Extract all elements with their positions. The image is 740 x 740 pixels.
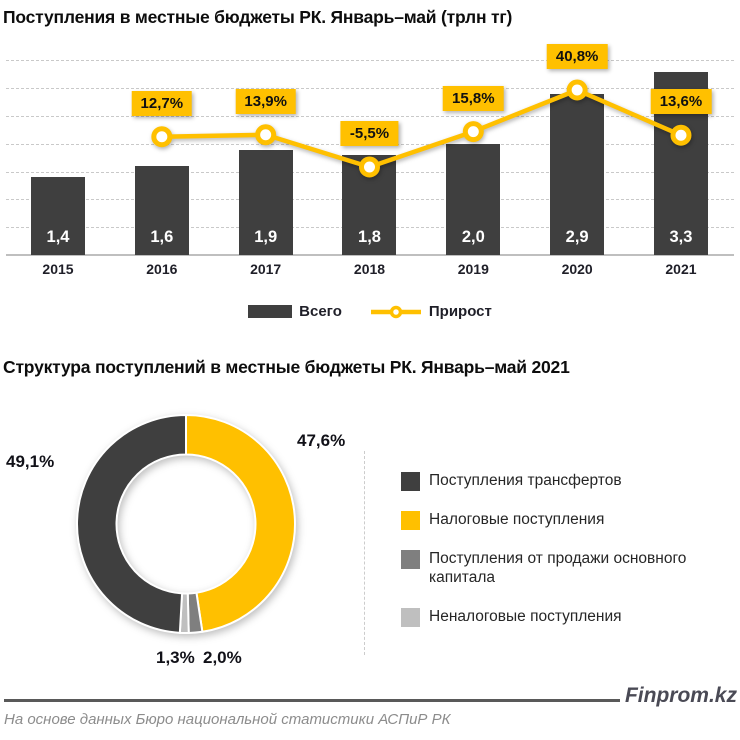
footer-divider bbox=[4, 699, 620, 702]
x-axis-label-2020: 2020 bbox=[561, 261, 593, 277]
growth-data-label: 15,8% bbox=[443, 85, 504, 111]
line-marker bbox=[151, 126, 173, 148]
legend-growth-label: Прирост bbox=[428, 303, 492, 320]
total-bar-swatch bbox=[248, 305, 293, 318]
legend-swatch bbox=[401, 607, 420, 627]
chart2-divider-dashed-line bbox=[364, 451, 365, 655]
bar-2020: 2,9 bbox=[550, 94, 605, 255]
bar-value-label: 2,9 bbox=[565, 227, 589, 246]
line-marker bbox=[462, 121, 484, 143]
growth-data-label: 13,9% bbox=[235, 88, 296, 114]
bar-value-label: 3,3 bbox=[669, 227, 693, 246]
brand-logo: Finprom.kz bbox=[624, 684, 737, 707]
legend-item-growth: Прирост bbox=[370, 303, 492, 320]
legend-swatch bbox=[401, 550, 420, 569]
bar-2017: 1,9 bbox=[238, 149, 293, 255]
growth-line-swatch bbox=[370, 305, 421, 318]
x-axis-label-2021: 2021 bbox=[665, 261, 697, 277]
gridline bbox=[6, 88, 734, 89]
legend-label: Налоговые поступления bbox=[429, 511, 605, 528]
growth-data-label: 12,7% bbox=[131, 90, 193, 116]
x-axis-label-2015: 2015 bbox=[42, 261, 74, 277]
line-marker bbox=[255, 124, 277, 146]
gridline bbox=[6, 116, 734, 117]
x-axis-label-2019: 2019 bbox=[457, 261, 489, 277]
bar-2019: 2,0 bbox=[446, 144, 501, 255]
bar-value-label: 1,4 bbox=[46, 227, 70, 246]
bar-value-label: 1,6 bbox=[150, 227, 174, 246]
chart2-title: Структура поступлений в местные бюджеты … bbox=[3, 357, 570, 377]
legend-label: Поступления от продажи основного капитал… bbox=[429, 550, 687, 586]
legend-item: Поступления от продажи основного капитал… bbox=[401, 550, 731, 588]
bar-value-label: 1,9 bbox=[254, 227, 278, 246]
donut-percent-label: 49,1% bbox=[6, 452, 55, 471]
bar-2016: 1,6 bbox=[134, 166, 189, 255]
legend-item-total: Всего bbox=[248, 303, 342, 320]
legend-swatch bbox=[401, 472, 420, 491]
bar-2018: 1,8 bbox=[342, 155, 397, 255]
source-note: На основе данных Бюро национальной стати… bbox=[4, 711, 451, 728]
x-axis-label-2016: 2016 bbox=[146, 261, 178, 277]
bar-value-label: 2,0 bbox=[461, 228, 485, 246]
donut-chart bbox=[76, 413, 296, 634]
growth-data-label: 40,8% bbox=[546, 44, 608, 69]
donut-percent-label: 47,6% bbox=[297, 431, 346, 450]
growth-data-label: -5,5% bbox=[340, 121, 399, 146]
donut-slice bbox=[76, 413, 187, 634]
x-axis-label-2017: 2017 bbox=[250, 261, 282, 277]
gridline bbox=[6, 60, 734, 61]
donut-percent-label: 1,3% bbox=[156, 648, 195, 667]
bar-value-label: 1,8 bbox=[358, 227, 381, 246]
donut-percent-label: 2,0% bbox=[203, 648, 242, 667]
legend-label: Поступления трансфертов bbox=[429, 472, 622, 489]
growth-data-label: 13,6% bbox=[650, 89, 712, 115]
legend-item: Налоговые поступления bbox=[401, 511, 731, 530]
legend-swatch bbox=[401, 511, 420, 530]
x-axis-line bbox=[6, 254, 734, 256]
bar-2015: 1,4 bbox=[31, 177, 85, 255]
donut-slice bbox=[185, 413, 296, 633]
x-axis-label-2018: 2018 bbox=[353, 261, 386, 277]
legend-item: Неналоговые поступления bbox=[401, 607, 731, 627]
legend-total-label: Всего bbox=[299, 303, 342, 320]
legend-item: Поступления трансфертов bbox=[401, 472, 731, 491]
chart1-legend: Всего Прирост bbox=[0, 303, 740, 320]
legend-label: Неналоговые поступления bbox=[429, 607, 622, 625]
chart2-legend: Поступления трансфертов Налоговые поступл… bbox=[401, 472, 731, 647]
chart1-title: Поступления в местные бюджеты РК. Январь… bbox=[3, 7, 513, 27]
